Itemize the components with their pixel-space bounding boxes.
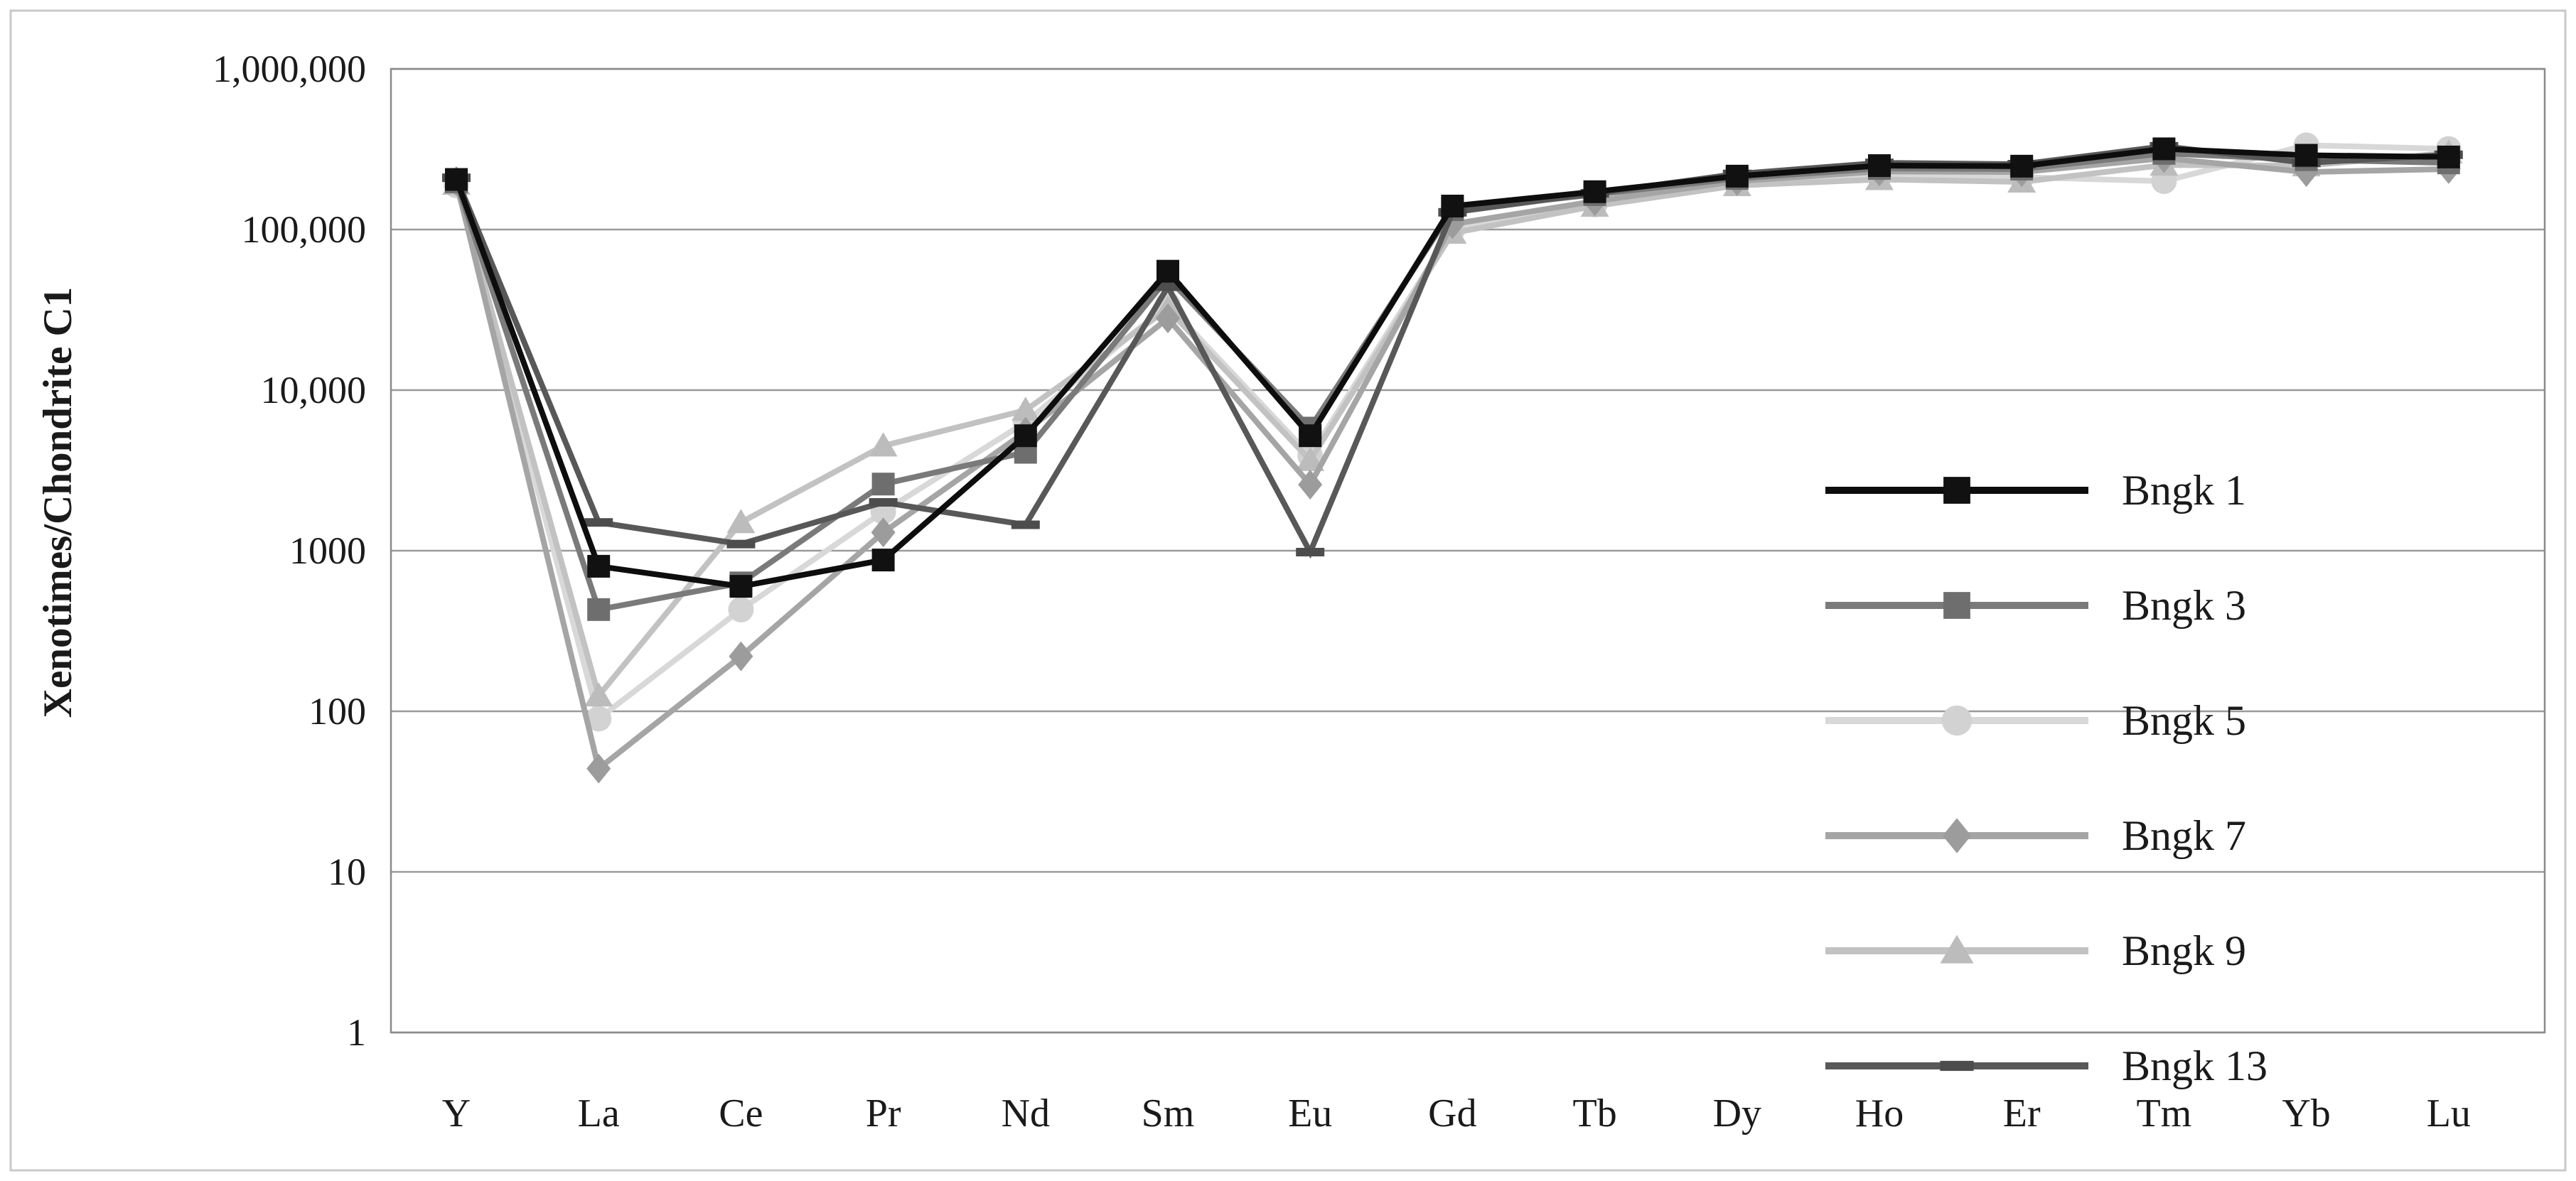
data-point-bngk-1-Tm bbox=[2152, 137, 2176, 161]
series-bngk-1 bbox=[445, 137, 2460, 598]
x-tick-labels-group: Y La Ce Pr Nd Sm Eu Gd Tb Dy Ho Er Tm Yb Lu bbox=[442, 1091, 2471, 1136]
data-point-bngk-1-Lu bbox=[2437, 145, 2460, 168]
data-point-bngk-9-Eu bbox=[1296, 446, 1325, 471]
y-tick-labels-group: 1,000,000 100,000 10,000 1000 100 10 1 bbox=[213, 48, 366, 1054]
y-tick-label-1000: 1000 bbox=[289, 529, 366, 572]
x-tick-label-Eu: Eu bbox=[1288, 1091, 1332, 1136]
data-point-bngk-1-Tb bbox=[1583, 180, 1606, 203]
x-tick-label-Ho: Ho bbox=[1855, 1091, 1904, 1136]
data-point-bngk-1-Yb bbox=[2295, 144, 2318, 167]
data-point-bngk-13-Ce bbox=[726, 539, 756, 549]
legend-marker-bngk-1-icon bbox=[1943, 477, 1970, 504]
data-point-bngk-1-Eu bbox=[1299, 424, 1322, 448]
legend-marker-bngk-3-icon bbox=[1943, 592, 1970, 619]
data-point-bngk-1-Gd bbox=[1441, 194, 1464, 217]
figure-frame bbox=[9, 9, 2567, 1172]
x-tick-label-Nd: Nd bbox=[1002, 1091, 1050, 1136]
data-point-bngk-1-Dy bbox=[1725, 164, 1749, 188]
legend-item-bngk-3: Bngk 3 bbox=[1825, 582, 2246, 629]
data-point-bngk-1-Y bbox=[445, 168, 468, 191]
legend-item-bngk-7: Bngk 7 bbox=[1825, 812, 2246, 859]
x-tick-label-Dy: Dy bbox=[1713, 1091, 1761, 1136]
data-point-bngk-7-Ce bbox=[729, 641, 753, 672]
data-point-bngk-1-Sm bbox=[1156, 259, 1179, 283]
data-point-bngk-1-Ce bbox=[729, 575, 753, 598]
legend-marker-bngk-9-icon bbox=[1940, 934, 1974, 964]
x-tick-label-Er: Er bbox=[2003, 1091, 2041, 1136]
data-point-bngk-3-Pr bbox=[871, 473, 895, 496]
y-tick-label-100: 100 bbox=[308, 690, 366, 733]
data-point-bngk-1-Er bbox=[2010, 154, 2034, 178]
data-point-bngk-3-La bbox=[587, 598, 611, 621]
data-point-bngk-5-Ce bbox=[728, 596, 754, 622]
legend-item-bngk-5: Bngk 5 bbox=[1825, 697, 2246, 744]
data-point-bngk-9-Ce bbox=[726, 509, 756, 534]
legend-item-bngk-13: Bngk 13 bbox=[1825, 1042, 2268, 1089]
plot-border bbox=[390, 68, 2546, 1034]
x-tick-label-Lu: Lu bbox=[2427, 1091, 2471, 1136]
y-tick-label-1: 1 bbox=[347, 1011, 366, 1054]
y-tick-label-100000: 100,000 bbox=[242, 208, 367, 251]
legend-label-bngk-3: Bngk 3 bbox=[2122, 582, 2246, 629]
x-tick-label-Sm: Sm bbox=[1142, 1091, 1195, 1136]
y-tick-label-1000000: 1,000,000 bbox=[213, 48, 366, 90]
x-tick-label-Gd: Gd bbox=[1428, 1091, 1476, 1136]
x-tick-label-Yb: Yb bbox=[2282, 1091, 2330, 1136]
data-point-bngk-13-Eu bbox=[1296, 547, 1325, 556]
data-point-bngk-7-La bbox=[586, 753, 611, 784]
data-point-bngk-1-Nd bbox=[1014, 424, 1037, 448]
legend-item-bngk-9: Bngk 9 bbox=[1825, 927, 2246, 974]
x-tick-label-Ce: Ce bbox=[719, 1091, 763, 1136]
data-point-bngk-9-Pr bbox=[869, 432, 898, 457]
y-axis-title: Xenotimes/Chondrite C1 bbox=[36, 287, 80, 718]
x-tick-label-Tm: Tm bbox=[2137, 1091, 2192, 1136]
data-point-bngk-1-La bbox=[587, 554, 611, 578]
legend-label-bngk-7: Bngk 7 bbox=[2122, 812, 2246, 859]
y-tick-label-10000: 10,000 bbox=[261, 369, 367, 411]
data-point-bngk-13-Sm bbox=[1154, 282, 1182, 291]
legend-label-bngk-5: Bngk 5 bbox=[2122, 697, 2246, 744]
legend-marker-bngk-5-icon bbox=[1941, 705, 1973, 736]
x-tick-label-La: La bbox=[578, 1091, 620, 1136]
x-tick-label-Tb: Tb bbox=[1572, 1091, 1616, 1136]
data-point-bngk-1-Ho bbox=[1868, 154, 1891, 178]
legend-label-bngk-1: Bngk 1 bbox=[2122, 467, 2246, 514]
data-point-bngk-13-Pr bbox=[869, 497, 898, 507]
data-point-bngk-9-Nd bbox=[1011, 397, 1040, 421]
data-point-bngk-1-Pr bbox=[871, 549, 895, 572]
legend-group: Bngk 1 Bngk 3 Bngk 5 Bngk 7 Bngk 9 Bngk 13 bbox=[1825, 467, 2268, 1089]
data-point-bngk-7-Pr bbox=[871, 517, 896, 548]
data-point-bngk-13-La bbox=[584, 518, 613, 527]
x-tick-label-Pr: Pr bbox=[866, 1091, 901, 1136]
legend-label-bngk-13: Bngk 13 bbox=[2122, 1042, 2268, 1089]
plot-border-group bbox=[390, 68, 2546, 1034]
series-group bbox=[442, 132, 2463, 784]
legend-label-bngk-9: Bngk 9 bbox=[2122, 927, 2246, 974]
y-tick-label-10: 10 bbox=[328, 851, 366, 893]
data-point-bngk-5-La bbox=[586, 706, 612, 732]
data-point-bngk-7-Sm bbox=[1156, 303, 1180, 333]
x-tick-label-Y: Y bbox=[442, 1091, 471, 1136]
legend-item-bngk-1: Bngk 1 bbox=[1825, 467, 2246, 514]
data-point-bngk-7-Eu bbox=[1298, 469, 1323, 500]
legend-marker-bngk-7-icon bbox=[1942, 818, 1972, 853]
data-point-bngk-9-La bbox=[584, 682, 613, 707]
legend-marker-bngk-13-icon bbox=[1940, 1060, 1974, 1072]
data-point-bngk-13-Nd bbox=[1011, 520, 1040, 529]
